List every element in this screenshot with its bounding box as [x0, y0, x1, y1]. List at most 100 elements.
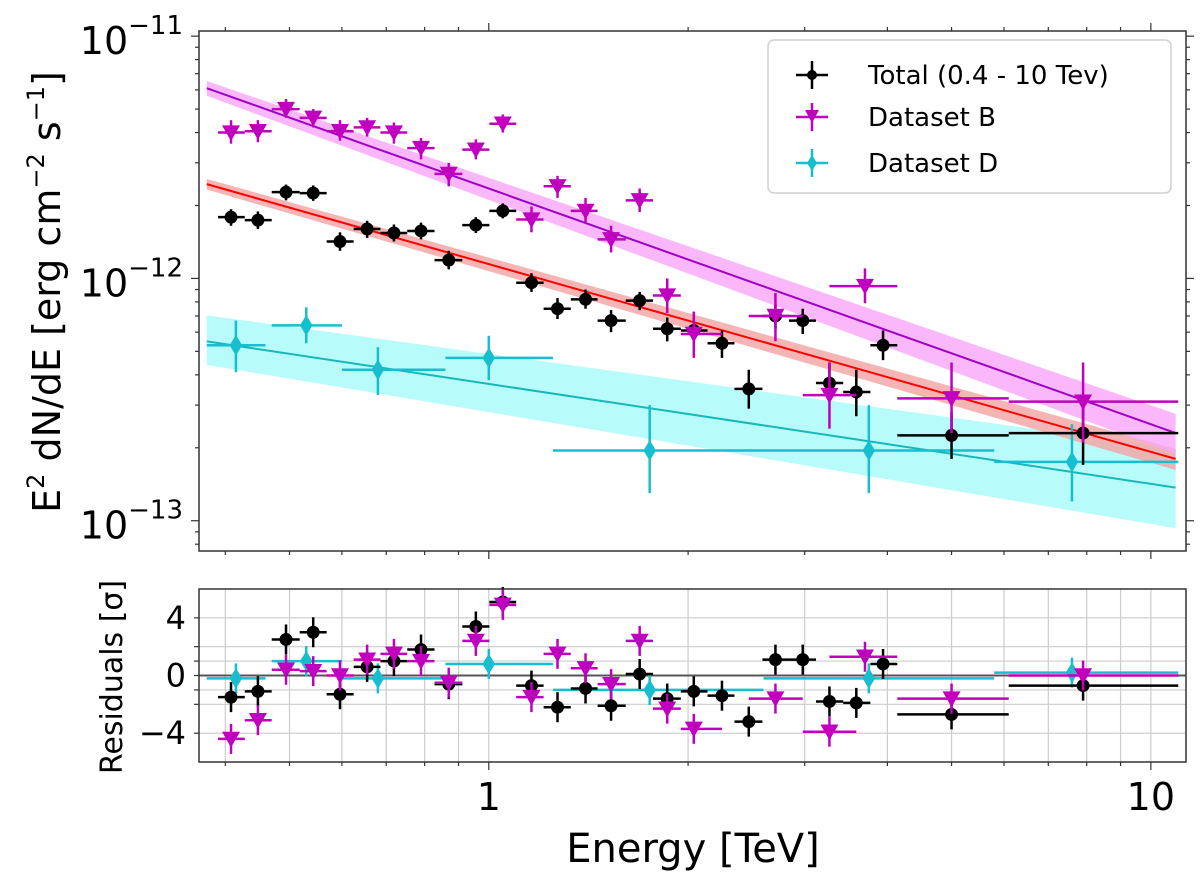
- residual-point: [897, 683, 1009, 714]
- marker-circle: [742, 382, 756, 396]
- residuals-panel: 4 0 −4 1 10: [139, 586, 1187, 819]
- marker-diamond: [371, 359, 385, 381]
- residual-point: [407, 646, 435, 677]
- data-point: [380, 224, 408, 242]
- marker-circle: [687, 684, 701, 698]
- data-point: [244, 120, 272, 143]
- residual-point: [326, 660, 354, 691]
- data-point: [407, 137, 435, 160]
- residuals-ticks: [194, 617, 1152, 770]
- marker-triangle: [630, 633, 649, 650]
- residual-point: [652, 693, 681, 724]
- legend-marker-diamond-icon: [796, 149, 828, 177]
- residual-point: [206, 663, 266, 694]
- legend: Total (0.4 - 10 Tev) Dataset B Dataset D: [767, 39, 1172, 194]
- marker-circle: [279, 185, 293, 199]
- data-point: [625, 291, 653, 311]
- legend-marker-circle-icon: [796, 61, 828, 89]
- marker-triangle: [384, 125, 403, 142]
- data-point: [271, 307, 342, 344]
- residual-point: [625, 659, 653, 690]
- data-point: [1008, 362, 1179, 443]
- residual-point: [244, 705, 272, 736]
- residual-point: [680, 713, 722, 744]
- residual-point: [445, 648, 553, 679]
- legend-entry-total: Total (0.4 - 10 Tev): [796, 61, 1109, 91]
- data-point: [680, 311, 722, 358]
- data-point: [788, 308, 816, 334]
- data-point: [206, 320, 266, 373]
- legend-entry-dataset-d: Dataset D: [796, 149, 998, 179]
- data-point: [218, 209, 245, 226]
- data-point: [434, 250, 463, 270]
- marker-triangle: [277, 101, 296, 118]
- data-point: [299, 185, 327, 201]
- marker-triangle: [466, 142, 485, 159]
- legend-entry-dataset-b: Dataset B: [796, 103, 996, 133]
- marker-triangle: [855, 649, 874, 666]
- series-datasetB: [218, 99, 1179, 443]
- data-point: [652, 317, 681, 342]
- marker-circle: [306, 186, 320, 200]
- data-point: [380, 122, 408, 144]
- marker-circle: [442, 253, 456, 267]
- marker-circle: [551, 700, 564, 714]
- marker-diamond: [643, 440, 656, 461]
- marker-triangle: [277, 662, 296, 679]
- marker-triangle: [820, 387, 839, 404]
- marker-triangle: [548, 646, 567, 663]
- marker-circle: [822, 694, 836, 708]
- res-y-tick-label: 4: [166, 599, 186, 637]
- marker-circle: [945, 428, 959, 442]
- residual-point: [244, 676, 272, 707]
- residual-point: [489, 589, 517, 620]
- legend-label-dataset-d: Dataset D: [868, 149, 998, 179]
- marker-triangle: [630, 193, 649, 209]
- residual-point: [763, 663, 995, 694]
- residual-point: [815, 686, 844, 717]
- residual-point: [788, 644, 816, 675]
- marker-circle: [360, 222, 374, 236]
- residual-point: [829, 641, 898, 672]
- marker-circle: [715, 336, 729, 350]
- marker-circle: [333, 687, 347, 701]
- marker-circle: [604, 314, 618, 328]
- residual-point: [299, 617, 327, 648]
- x-tick-labels: 1 10: [477, 775, 1175, 819]
- marker-triangle: [942, 391, 961, 407]
- marker-diamond: [482, 347, 496, 369]
- marker-diamond: [643, 679, 656, 701]
- marker-triangle: [222, 125, 241, 142]
- data-point: [763, 405, 995, 494]
- data-point: [597, 310, 626, 333]
- marker-circle: [768, 653, 782, 667]
- y-tick-label: 10−12: [80, 253, 183, 305]
- marker-triangle: [330, 124, 349, 140]
- residual-point: [762, 644, 789, 675]
- data-point: [625, 188, 653, 213]
- fit-line-datasetD: [206, 340, 1176, 489]
- data-point: [652, 278, 681, 313]
- marker-circle: [579, 681, 593, 695]
- data-point: [407, 222, 435, 240]
- marker-circle: [876, 657, 890, 671]
- residual-point: [748, 683, 803, 714]
- data-point: [326, 120, 354, 141]
- marker-triangle: [330, 668, 349, 685]
- marker-triangle: [855, 278, 874, 295]
- residual-point: [380, 638, 408, 669]
- data-point: [597, 225, 626, 253]
- residual-point: [462, 625, 490, 656]
- residual-point: [271, 654, 300, 685]
- marker-triangle: [576, 203, 595, 220]
- data-point: [748, 293, 803, 342]
- y-tick-label: 10−13: [80, 496, 183, 548]
- data-point: [897, 362, 1009, 434]
- marker-triangle: [684, 721, 703, 738]
- marker-circle: [876, 338, 890, 352]
- residual-point: [353, 644, 381, 675]
- residual-series-datasetB: [218, 589, 1179, 754]
- marker-circle: [604, 699, 618, 713]
- data-point: [445, 335, 553, 381]
